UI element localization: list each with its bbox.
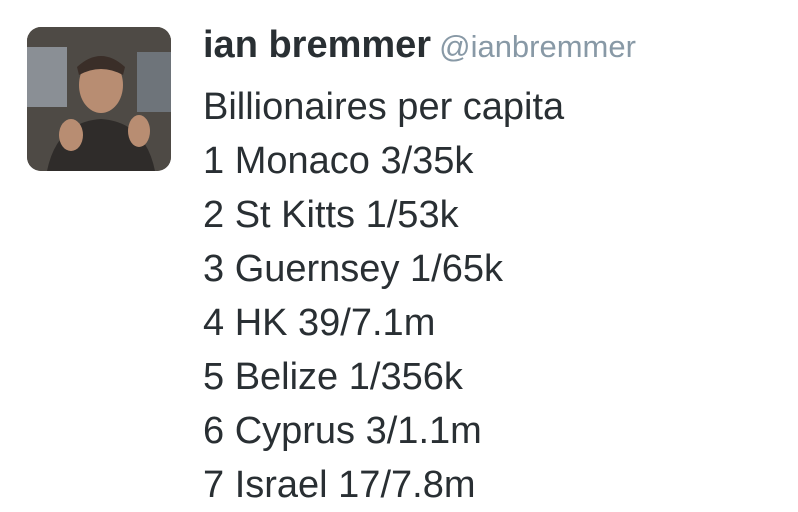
tweet-line: 7 Israel 17/7.8m bbox=[203, 464, 476, 506]
tweet-line: 6 Cyprus 3/1.1m bbox=[203, 410, 482, 452]
tweet-line: 3 Guernsey 1/65k bbox=[203, 248, 503, 290]
avatar[interactable] bbox=[27, 27, 171, 171]
tweet-text: Billionaires per capita 1 Monaco 3/35k 2 S… bbox=[203, 80, 564, 512]
author: ian bremmer @ianbremmer bbox=[203, 24, 636, 67]
display-name[interactable]: ian bremmer bbox=[203, 24, 432, 66]
tweet-line: 5 Belize 1/356k bbox=[203, 356, 463, 398]
tweet-line: 2 St Kitts 1/53k bbox=[203, 194, 459, 236]
handle[interactable]: @ianbremmer bbox=[439, 29, 636, 64]
tweet-line: 4 HK 39/7.1m bbox=[203, 302, 436, 344]
avatar-image bbox=[27, 27, 171, 171]
tweet-line: Billionaires per capita bbox=[203, 86, 565, 128]
tweet-line: 1 Monaco 3/35k bbox=[203, 140, 474, 182]
